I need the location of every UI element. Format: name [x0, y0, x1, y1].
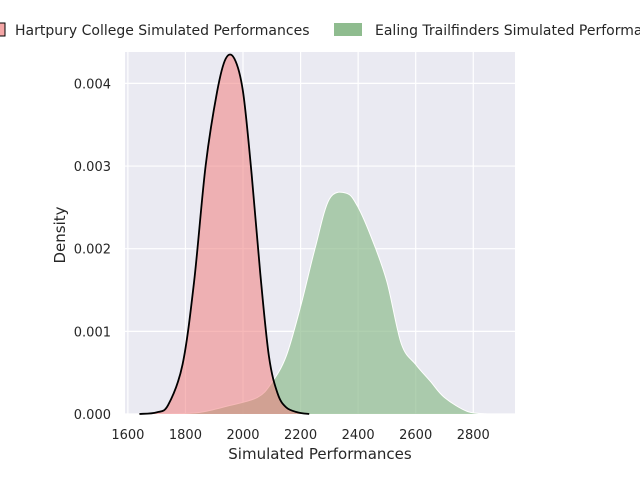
- x-tick-label: 1800: [169, 428, 202, 443]
- x-tick-label: 2800: [457, 428, 490, 443]
- y-tick-label: 0.003: [74, 160, 111, 175]
- y-tick-label: 0.000: [74, 408, 111, 423]
- y-axis-label: Density: [51, 206, 69, 263]
- legend: Hartpury College Simulated Performances …: [0, 22, 640, 39]
- legend-swatch-ealing: [334, 23, 362, 36]
- ealing-density-area: [168, 192, 488, 414]
- x-axis-label: Simulated Performances: [228, 445, 412, 463]
- hartpury-density-area: [139, 54, 310, 414]
- x-tick-label: 1600: [111, 428, 144, 443]
- x-tick-label: 2200: [284, 428, 317, 443]
- y-tick-label: 0.001: [74, 325, 111, 340]
- legend-swatch-hartpury: [0, 22, 6, 37]
- x-tick-label: 2600: [399, 428, 432, 443]
- series-layer: [139, 53, 488, 415]
- legend-label-ealing: Ealing Trailfinders Simulated Performanc…: [375, 23, 640, 39]
- x-tick-label: 2400: [342, 428, 375, 443]
- hartpury-density-line: [139, 53, 310, 415]
- y-tick-label: 0.002: [74, 243, 111, 258]
- y-tick-label: 0.004: [74, 77, 111, 92]
- tick-labels: 1600 1800 2000 2200 2400 2600 2800 0.000 0.001 0.…: [74, 77, 490, 443]
- x-tick-label: 2000: [226, 428, 259, 443]
- legend-label-hartpury: Hartpury College Simulated Performances: [15, 23, 310, 39]
